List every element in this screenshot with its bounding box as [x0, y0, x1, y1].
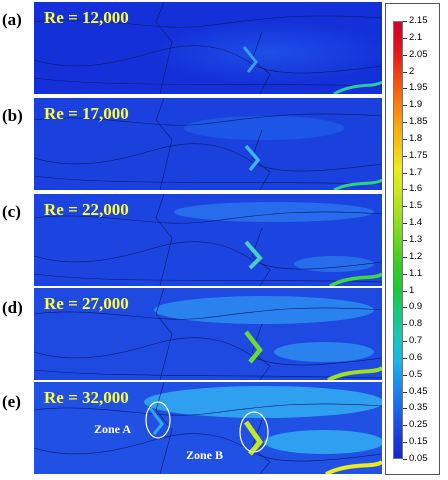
- contour-panel-c: Re = 22,000: [34, 194, 382, 286]
- re-label-c: Re = 22,000: [44, 200, 129, 219]
- colorbar-tick-label: 1.85: [409, 116, 428, 128]
- colorbar-tick-label: 1.75: [409, 149, 428, 161]
- panel-letter-a: (a): [2, 10, 22, 29]
- colorbar-tick-mark: [403, 155, 407, 157]
- colorbar-tick-mark: [403, 206, 407, 208]
- colorbar-tick-mark: [403, 21, 407, 22]
- colorbar-tick-mark: [403, 105, 407, 107]
- contour-panel-d: Re = 27,000: [34, 288, 382, 380]
- colorbar-tick-label: 1.4: [409, 217, 423, 229]
- colorbar-tick-label: 0.8: [409, 318, 423, 330]
- colorbar-tick-label: 2: [409, 65, 415, 77]
- colorbar-tick-mark: [403, 290, 407, 292]
- contour-panel-e: Re = 32,000 Zone A Zone B: [34, 382, 382, 474]
- colorbar-tick-label: 1.1: [409, 267, 423, 279]
- colorbar-tick-mark: [403, 138, 407, 140]
- colorbar-tick-label: 0.45: [409, 385, 428, 397]
- velocity-contour-b: [34, 98, 382, 190]
- colorbar-gradient: [393, 21, 403, 459]
- colorbar-tick-label: 0.6: [409, 351, 423, 363]
- colorbar-tick-label: 1: [409, 284, 415, 296]
- colorbar-tick-mark: [403, 459, 407, 460]
- colorbar-tick-label: 0.35: [409, 402, 428, 414]
- re-label-a: Re = 12,000: [44, 8, 129, 27]
- colorbar-tick-mark: [403, 223, 407, 225]
- colorbar-tick-label: 0.9: [409, 301, 423, 313]
- colorbar-tick-mark: [403, 71, 407, 73]
- colorbar-tick-mark: [403, 54, 407, 56]
- colorbar-tick-label: 0.7: [409, 335, 423, 347]
- colorbar-tick-mark: [403, 324, 407, 326]
- velocity-contour-c: [34, 194, 382, 286]
- panel-letter-b: (b): [2, 106, 23, 125]
- colorbar-tick-label: 2.1: [409, 31, 423, 43]
- colorbar-tick-mark: [403, 88, 407, 90]
- re-label-e: Re = 32,000: [44, 388, 129, 407]
- colorbar-tick-mark: [403, 442, 407, 444]
- colorbar-tick-mark: [403, 357, 407, 359]
- velocity-contour-d: [34, 288, 382, 380]
- colorbar-tick-mark: [403, 189, 407, 191]
- colorbar-tick-label: 0.25: [409, 419, 428, 431]
- colorbar: 2.15 2.1 2.05 2 1.95 1.9 1.85 1.8 1.75 1.7 1.6 1.5 1…: [385, 3, 440, 475]
- contour-panel-a: Re = 12,000: [34, 2, 382, 94]
- colorbar-tick-label: 1.6: [409, 183, 423, 195]
- colorbar-tick-label: 0.5: [409, 368, 423, 380]
- panel-letter-e: (e): [2, 392, 21, 411]
- colorbar-tick-mark: [403, 240, 407, 241]
- colorbar-tick-mark: [403, 408, 407, 410]
- zone-b-marker: [239, 411, 269, 453]
- colorbar-tick-mark: [403, 37, 407, 39]
- colorbar-tick-label: 1.7: [409, 166, 423, 178]
- colorbar-tick-label: 0.05: [409, 453, 428, 464]
- colorbar-tick-mark: [403, 341, 407, 343]
- colorbar-tick-mark: [403, 256, 407, 258]
- colorbar-tick-mark: [403, 391, 407, 393]
- colorbar-tick-mark: [403, 172, 407, 174]
- colorbar-tick-label: 1.8: [409, 132, 423, 144]
- colorbar-tick-label: 2.15: [409, 15, 428, 26]
- re-label-b: Re = 17,000: [44, 104, 129, 123]
- colorbar-tick-mark: [403, 122, 407, 124]
- zone-b-label: Zone B: [186, 448, 224, 462]
- velocity-contour-e: [34, 382, 382, 474]
- colorbar-tick-mark: [403, 374, 407, 376]
- velocity-contour-a: [34, 2, 382, 94]
- colorbar-tick-label: 1.95: [409, 82, 428, 94]
- zone-a-marker: [145, 401, 171, 439]
- contour-panel-b: Re = 17,000: [34, 98, 382, 190]
- re-label-d: Re = 27,000: [44, 294, 129, 313]
- colorbar-tick-label: 1.3: [409, 234, 423, 245]
- zone-a-label: Zone A: [94, 422, 132, 436]
- colorbar-tick-mark: [403, 425, 407, 427]
- colorbar-tick-mark: [403, 273, 407, 275]
- panel-letter-d: (d): [2, 298, 23, 317]
- colorbar-tick-label: 1.5: [409, 200, 423, 212]
- panel-letter-c: (c): [2, 202, 21, 221]
- colorbar-tick-label: 0.15: [409, 436, 428, 448]
- colorbar-tick-label: 2.05: [409, 48, 428, 60]
- colorbar-tick-label: 1.9: [409, 99, 423, 111]
- colorbar-tick-mark: [403, 307, 407, 309]
- colorbar-tick-label: 1.2: [409, 250, 423, 262]
